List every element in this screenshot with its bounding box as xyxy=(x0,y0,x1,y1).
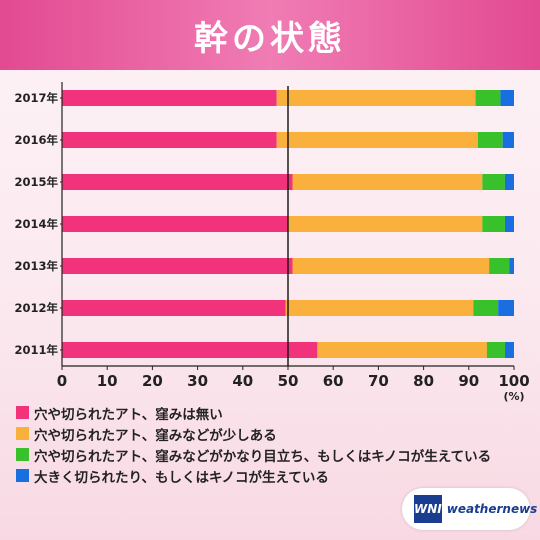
bar-segment xyxy=(62,300,286,316)
category-label: 2011年 xyxy=(14,343,58,357)
bar-segment xyxy=(473,300,499,316)
category-label: 2015年 xyxy=(14,175,58,189)
legend: 穴や切られたアト、窪みは無い 穴や切られたアト、窪みなどが少しある 穴や切られた… xyxy=(16,402,491,486)
bar-segment xyxy=(288,216,483,232)
x-tick-label: 40 xyxy=(232,372,253,390)
bar-segment xyxy=(509,258,514,274)
bar-segment xyxy=(498,300,514,316)
legend-swatch xyxy=(16,427,29,440)
bar-segment xyxy=(486,342,505,358)
x-tick-label: 70 xyxy=(368,372,389,390)
bar-segment xyxy=(317,342,487,358)
legend-label: 穴や切られたアト、窪みは無い xyxy=(34,406,223,423)
category-label: 2016年 xyxy=(14,133,58,147)
category-label: 2012年 xyxy=(14,301,58,315)
bar-segment xyxy=(276,132,478,148)
bar-segment xyxy=(489,258,510,274)
x-tick-label: 90 xyxy=(458,372,479,390)
bar-segment xyxy=(292,258,490,274)
wni-logo-mark: WNI xyxy=(414,495,442,523)
category-label: 2017年 xyxy=(14,91,58,105)
bar-segment xyxy=(62,342,318,358)
chart-title: 幹の状態 xyxy=(194,18,346,59)
x-tick-label: 20 xyxy=(142,372,163,390)
x-tick-label: 10 xyxy=(97,372,118,390)
legend-swatch xyxy=(16,448,29,461)
bar-segment xyxy=(482,174,505,190)
bar-segment xyxy=(276,90,476,106)
bar-segment xyxy=(504,342,514,358)
x-tick-label: 60 xyxy=(323,372,344,390)
bar-segment xyxy=(504,216,514,232)
category-label: 2014年 xyxy=(14,217,58,231)
stacked-bar-chart: 2017年 2016年 2015年 2014年 2013年 2012年 2011年 0 10 20… xyxy=(14,82,530,403)
bar-segment xyxy=(500,90,514,106)
bar-segment xyxy=(62,132,277,148)
legend-swatch xyxy=(16,469,29,482)
bar-segment xyxy=(62,258,293,274)
x-tick-label: 30 xyxy=(187,372,208,390)
x-tick-label: 0 xyxy=(57,372,67,390)
bar-segment xyxy=(285,300,474,316)
bar-segment xyxy=(62,90,277,106)
legend-label: 穴や切られたアト、窪みなどが少しある xyxy=(34,427,277,444)
bar-segment xyxy=(62,174,293,190)
bar-segment xyxy=(502,132,514,148)
bar-segment xyxy=(292,174,483,190)
legend-label: 穴や切られたアト、窪みなどがかなり目立ち、もしくはキノコが生えている xyxy=(34,448,492,465)
bar-segment xyxy=(504,174,514,190)
category-label: 2013年 xyxy=(14,259,58,273)
bar-segment xyxy=(482,216,505,232)
legend-item-severe-damage: 大きく切られたり、もしくはキノコが生えている xyxy=(16,465,491,486)
legend-item-notable-damage: 穴や切られたアト、窪みなどがかなり目立ち、もしくはキノコが生えている xyxy=(16,444,491,465)
x-unit-label: (%) xyxy=(503,390,524,403)
chart-title-bar: 幹の状態 xyxy=(0,0,540,70)
logo-text: weathernews xyxy=(446,502,538,516)
legend-swatch xyxy=(16,406,29,419)
x-tick-label: 100 xyxy=(498,372,529,390)
x-tick-label: 80 xyxy=(413,372,434,390)
bar-segment xyxy=(62,216,288,232)
bar-segment xyxy=(477,132,503,148)
bar-segment xyxy=(475,90,501,106)
legend-item-no-damage: 穴や切られたアト、窪みは無い xyxy=(16,402,491,423)
x-tick-label: 50 xyxy=(278,372,299,390)
weathernews-logo: WNI weathernews xyxy=(402,488,537,530)
legend-item-slight-damage: 穴や切られたアト、窪みなどが少しある xyxy=(16,423,491,444)
legend-label: 大きく切られたり、もしくはキノコが生えている xyxy=(34,469,329,486)
